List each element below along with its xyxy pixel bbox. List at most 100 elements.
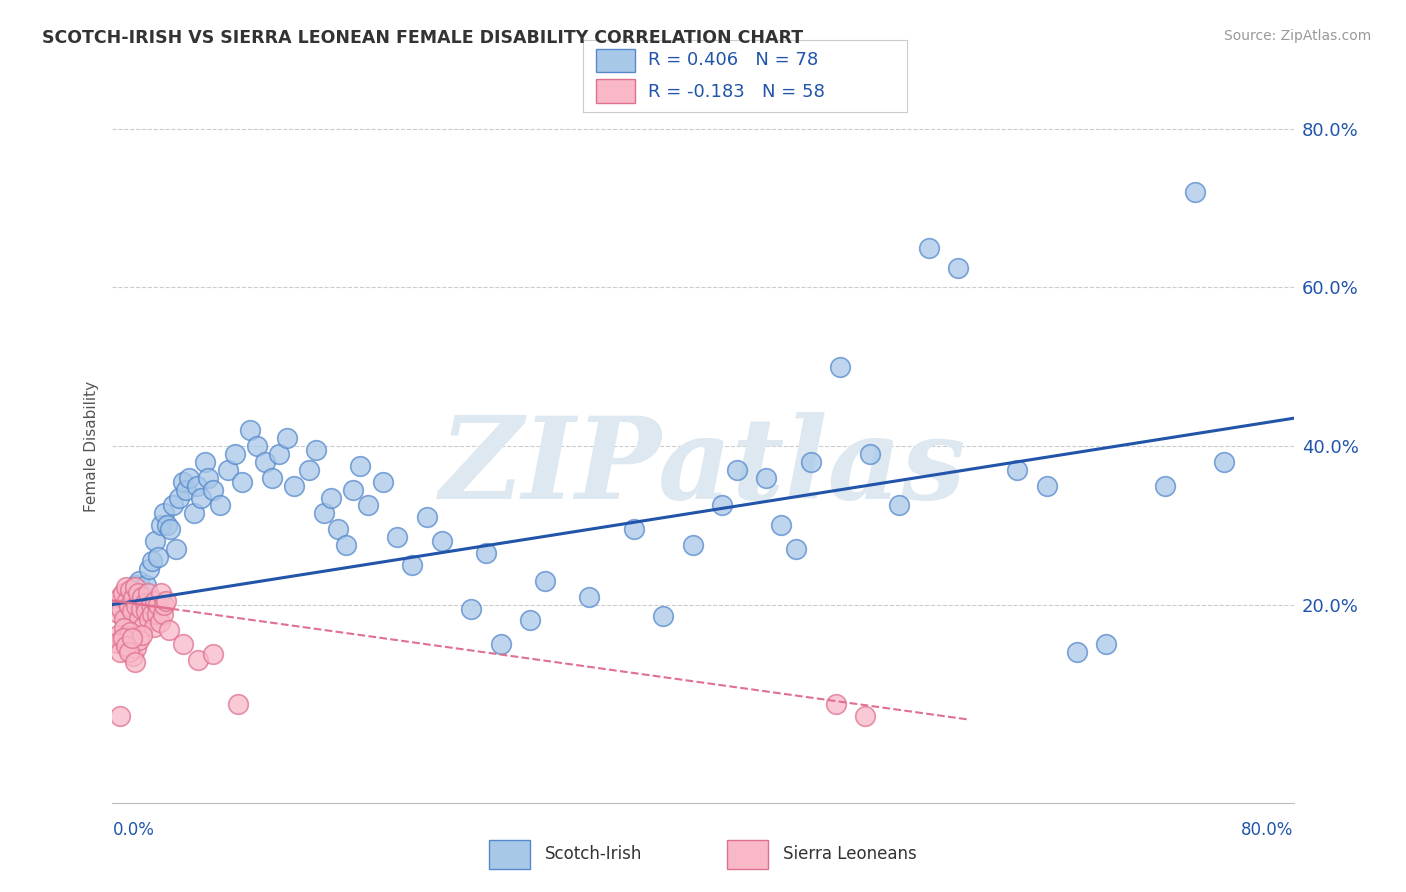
Point [141,607,163,621]
Point [117,593,138,607]
Point [162,499,184,513]
Point [1184,186,1206,200]
Point [1066,645,1088,659]
Point [357,499,380,513]
Point [172,475,194,489]
Point [190,491,212,505]
Point [136,585,159,599]
Point [134,596,156,610]
Point [157,623,180,637]
Point [770,518,793,533]
FancyBboxPatch shape [596,49,636,72]
Point [246,439,269,453]
Point [114,580,136,594]
Point [153,598,176,612]
Point [111,631,134,645]
Point [148,549,170,564]
Point [172,637,194,651]
Text: Source: ZipAtlas.com: Source: ZipAtlas.com [1223,29,1371,43]
Point [312,507,335,521]
Point [260,471,283,485]
Point [1095,637,1118,651]
Point [148,598,170,612]
Point [534,574,557,588]
Point [830,359,852,374]
Text: SCOTCH-IRISH VS SIERRA LEONEAN FEMALE DISABILITY CORRELATION CHART: SCOTCH-IRISH VS SIERRA LEONEAN FEMALE DI… [42,29,803,46]
Point [105,598,128,612]
Point [342,483,364,497]
Point [319,491,342,505]
Point [226,697,249,711]
Point [1154,478,1177,492]
Point [859,447,882,461]
Text: R = -0.183   N = 58: R = -0.183 N = 58 [648,83,825,101]
Point [110,601,132,615]
Point [800,455,823,469]
Point [1007,463,1029,477]
Point [269,447,291,461]
Point [146,607,169,621]
Point [623,522,645,536]
Point [489,637,512,651]
Point [156,518,179,533]
Point [125,641,148,656]
Point [183,507,205,521]
Point [131,628,153,642]
Point [139,598,162,612]
Point [387,530,409,544]
Point [416,510,439,524]
Point [371,475,394,489]
Point [578,590,600,604]
Point [125,599,148,614]
Text: ZIPatlas: ZIPatlas [440,412,966,523]
Point [153,507,176,521]
Point [179,471,201,485]
Point [105,635,128,649]
FancyBboxPatch shape [727,840,768,869]
Point [138,612,160,626]
Point [125,578,148,592]
Point [201,483,224,497]
Point [121,604,143,618]
Text: Scotch-Irish: Scotch-Irish [546,845,643,863]
Point [124,580,146,594]
Point [107,628,129,642]
Point [918,241,941,255]
Point [165,542,187,557]
Point [118,645,141,659]
Point [111,585,134,599]
Point [305,442,328,457]
Point [150,585,173,599]
Point [120,583,142,598]
Point [135,604,157,618]
Point [112,621,135,635]
Point [121,585,143,599]
Point [430,534,453,549]
Point [201,647,224,661]
Point [124,655,146,669]
Point [187,653,209,667]
Point [298,463,321,477]
Point [217,463,239,477]
Point [283,478,305,492]
Point [135,578,157,592]
Point [122,591,145,606]
Point [194,455,217,469]
Point [349,458,371,473]
Point [889,499,911,513]
Point [117,601,138,615]
Point [122,649,145,664]
Point [108,645,131,659]
Point [143,593,166,607]
Point [335,538,357,552]
Point [120,625,142,640]
Point [108,590,131,604]
Point [114,639,136,653]
Point [108,708,131,723]
Point [131,590,153,604]
Point [141,554,163,568]
Point [652,609,675,624]
Point [824,697,846,711]
Point [118,599,141,614]
Point [1036,478,1059,492]
